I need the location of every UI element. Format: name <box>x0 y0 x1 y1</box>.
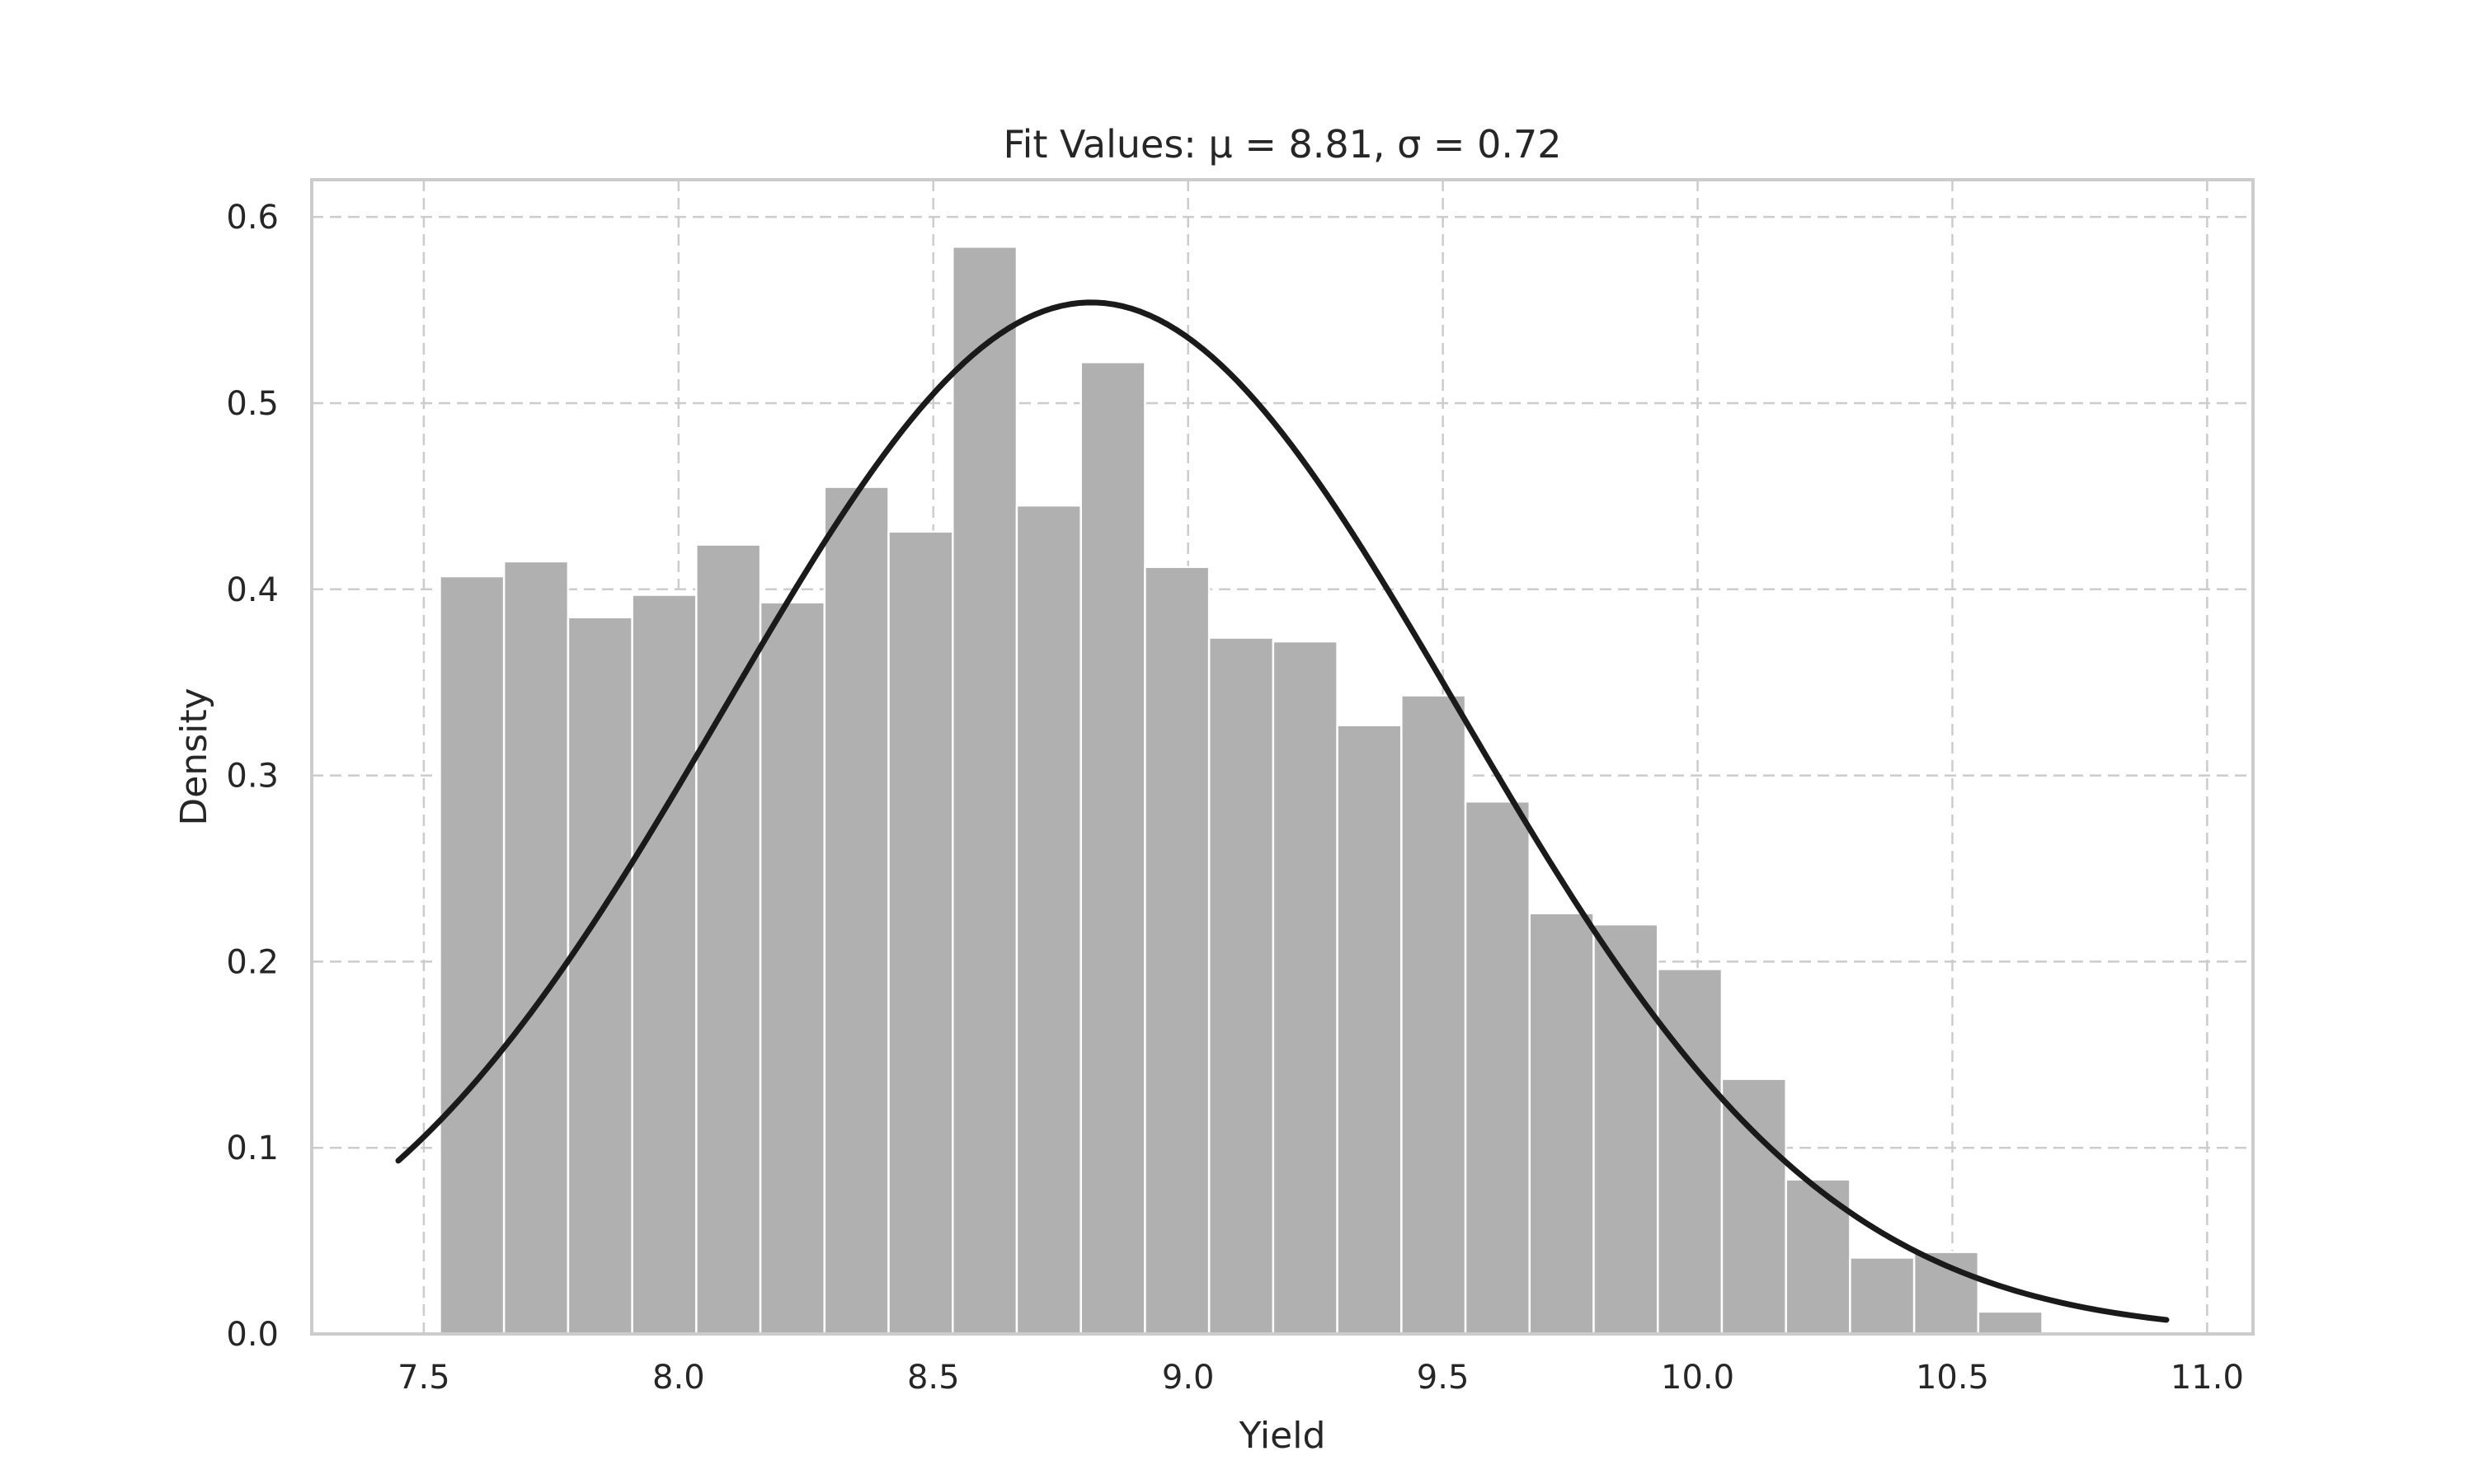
histogram-bar <box>1336 724 1403 1336</box>
y-tick-label: 0.4 <box>226 571 279 609</box>
histogram-bar <box>1079 361 1146 1336</box>
x-tick-label: 11.0 <box>2171 1359 2244 1397</box>
y-tick-label: 0.5 <box>226 385 279 423</box>
x-tick-label: 8.0 <box>652 1359 705 1397</box>
histogram-bar <box>567 616 633 1336</box>
histogram-bar <box>952 246 1018 1336</box>
y-tick-label: 0.6 <box>226 199 279 237</box>
histogram-bar <box>1592 923 1659 1336</box>
histogram-bar <box>1464 800 1531 1336</box>
x-tick-label: 7.5 <box>397 1359 450 1397</box>
y-axis-label: Density <box>173 688 215 825</box>
x-tick-label: 8.5 <box>907 1359 960 1397</box>
histogram-bar <box>1720 1078 1787 1336</box>
histogram-bar <box>1977 1310 2044 1336</box>
histogram-bar <box>439 575 506 1336</box>
histogram-bar <box>1849 1256 1916 1336</box>
x-axis-label: Yield <box>1239 1415 1326 1457</box>
y-tick-label: 0.0 <box>226 1316 279 1354</box>
y-tick-label: 0.1 <box>226 1129 279 1167</box>
x-tick-label: 10.0 <box>1661 1359 1734 1397</box>
histogram-bar <box>1528 912 1595 1336</box>
histogram-bar <box>1400 694 1467 1336</box>
chart-title: Fit Values: μ = 8.81, σ = 0.72 <box>1003 122 1561 167</box>
x-tick-label: 10.5 <box>1916 1359 1989 1397</box>
y-tick-labels: 0.0 0.1 0.2 0.3 0.4 0.5 0.6 <box>226 199 279 1354</box>
histogram-bars <box>439 246 2044 1336</box>
histogram-bar <box>887 530 954 1336</box>
y-tick-label: 0.2 <box>226 943 279 981</box>
histogram-bar <box>1272 640 1338 1336</box>
histogram-bar <box>1656 968 1724 1336</box>
histogram-bar <box>1144 566 1211 1336</box>
x-tick-labels: 7.5 8.0 8.5 9.0 9.5 10.0 10.5 11.0 <box>397 1359 2244 1397</box>
histogram-bar <box>1015 504 1082 1336</box>
normal-fit-curve <box>395 299 2170 1323</box>
plot-frame <box>310 178 2255 1336</box>
histogram-bar <box>502 560 570 1336</box>
x-tick-label: 9.0 <box>1162 1359 1215 1397</box>
histogram-bar <box>823 486 890 1336</box>
histogram-bar <box>759 601 826 1336</box>
histogram-bar <box>1207 636 1275 1336</box>
y-tick-label: 0.3 <box>226 758 279 796</box>
histogram-bar <box>631 594 698 1336</box>
x-tick-label: 9.5 <box>1417 1359 1470 1397</box>
